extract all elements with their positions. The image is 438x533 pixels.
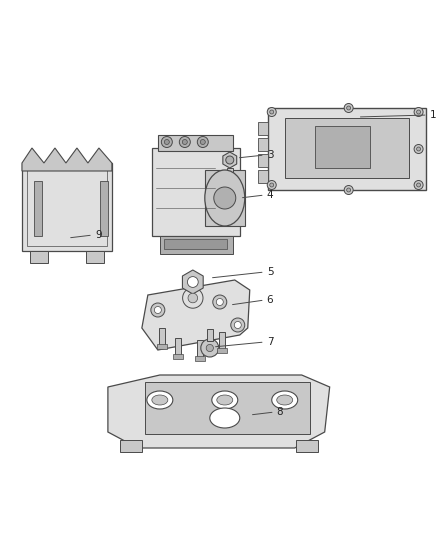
Ellipse shape [277,395,293,405]
Ellipse shape [147,391,173,409]
Bar [145,382,310,434]
Circle shape [414,144,423,154]
Circle shape [154,306,161,313]
Bar [296,440,318,452]
Circle shape [270,110,274,114]
Polygon shape [22,148,112,171]
Bar [207,329,213,341]
Bar [30,251,48,263]
Circle shape [182,140,187,144]
Bar [175,338,181,358]
Ellipse shape [217,395,233,405]
Text: 5: 5 [267,267,273,277]
Bar [195,356,205,361]
Circle shape [201,339,219,357]
Bar [157,344,167,349]
Polygon shape [223,152,237,168]
Bar [285,118,409,178]
Circle shape [179,136,191,148]
Circle shape [161,136,172,148]
Bar [34,181,42,236]
Polygon shape [108,375,330,448]
Bar [258,122,268,135]
Bar [27,168,107,246]
Circle shape [267,108,276,117]
Circle shape [214,187,236,209]
Text: 1: 1 [430,110,436,120]
Bar [258,138,268,151]
Circle shape [188,293,198,303]
Circle shape [234,321,241,328]
Bar [173,354,183,359]
Bar [86,251,104,263]
Bar [258,154,268,167]
Bar [197,340,203,360]
Text: 3: 3 [267,150,273,160]
Circle shape [346,188,351,192]
Bar [160,236,233,254]
Ellipse shape [210,408,240,428]
Circle shape [270,183,274,187]
Ellipse shape [212,391,238,409]
Circle shape [414,108,423,117]
Text: 4: 4 [267,190,273,200]
Bar [205,170,245,226]
Text: 9: 9 [95,230,102,240]
Circle shape [417,183,420,187]
Circle shape [417,147,420,151]
Circle shape [187,277,198,287]
Bar [227,168,233,180]
Ellipse shape [205,170,245,226]
Circle shape [200,140,205,144]
Circle shape [213,295,227,309]
Circle shape [151,303,165,317]
Circle shape [164,140,170,144]
Circle shape [216,298,223,305]
Bar [158,135,233,151]
Bar [100,181,108,236]
Ellipse shape [272,391,298,409]
Bar [164,239,227,249]
Bar [22,163,112,251]
Circle shape [206,344,213,352]
Bar [258,170,268,183]
Bar [314,126,370,168]
Bar [120,440,142,452]
Text: 7: 7 [267,337,273,347]
Circle shape [344,185,353,195]
Bar [219,332,225,352]
Polygon shape [183,270,203,294]
Ellipse shape [152,395,168,405]
Bar [152,148,240,236]
Circle shape [417,110,420,114]
Text: 8: 8 [277,407,283,417]
Bar [159,328,165,348]
Circle shape [231,318,245,332]
Circle shape [414,181,423,190]
Circle shape [346,106,351,110]
Bar [217,348,227,353]
Circle shape [197,136,208,148]
Circle shape [183,288,203,308]
Bar [268,108,426,190]
Circle shape [226,156,234,164]
Circle shape [344,103,353,112]
Polygon shape [142,280,250,350]
Text: 6: 6 [267,295,273,305]
Circle shape [267,181,276,190]
